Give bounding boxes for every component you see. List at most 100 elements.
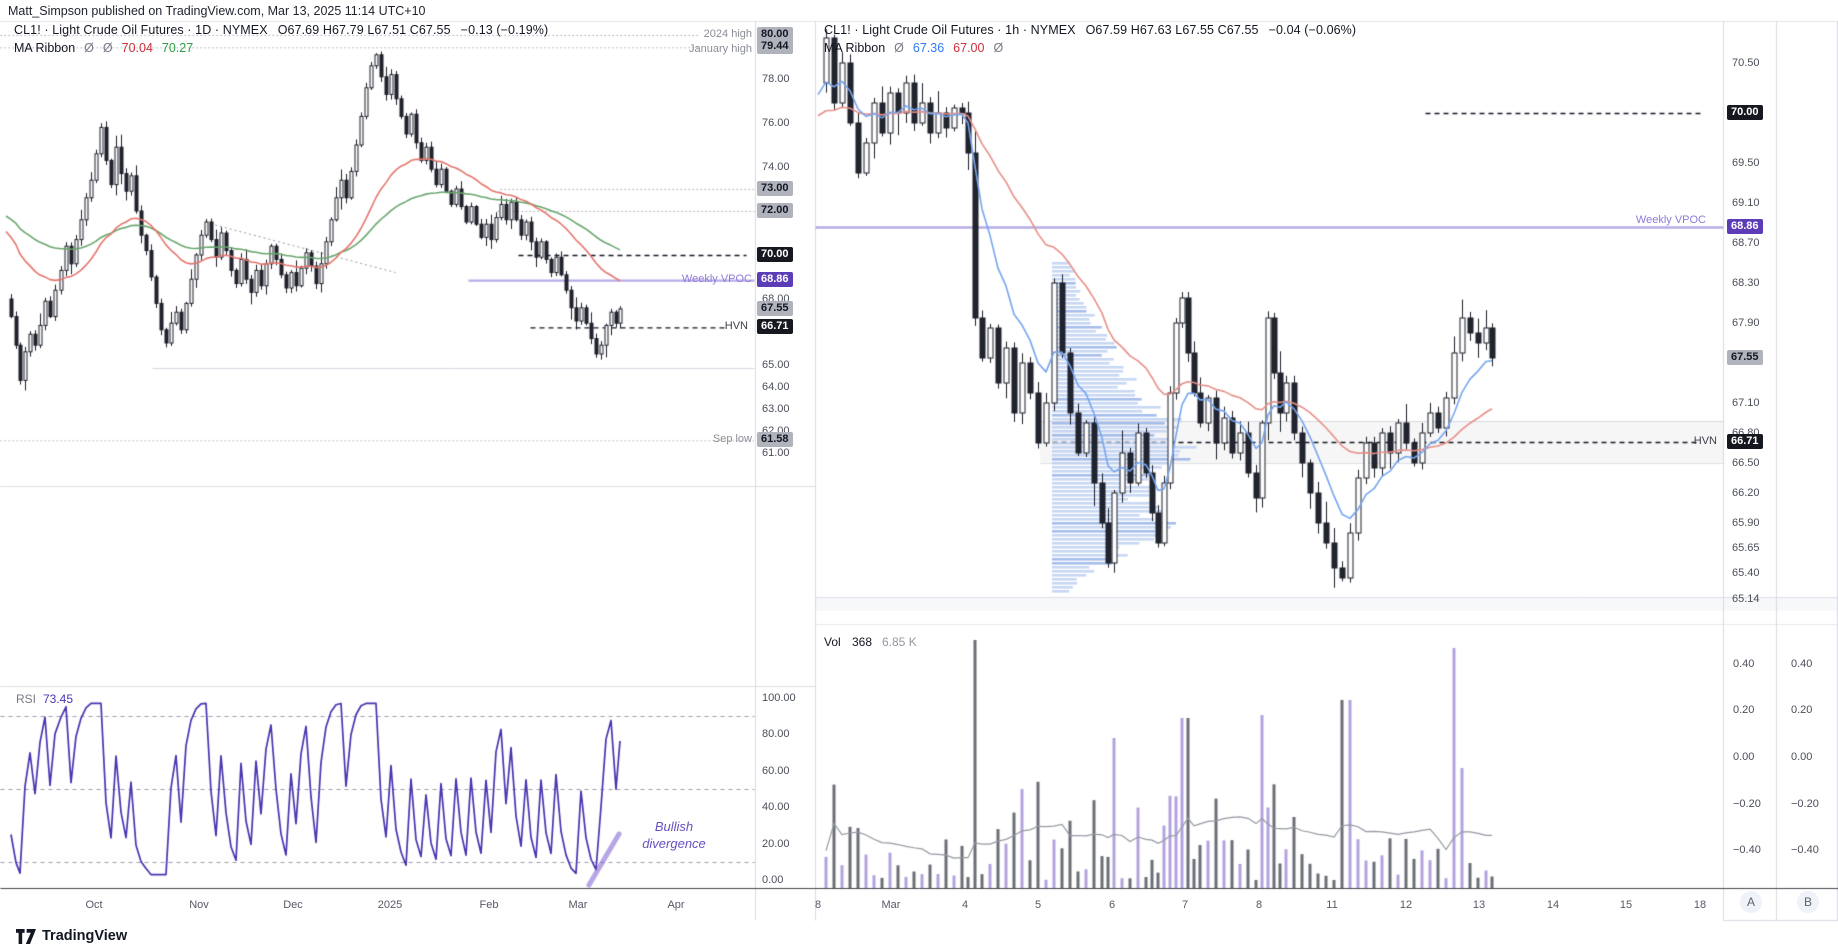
ma-ribbon-value: MA Ribbon [14, 41, 76, 55]
left-price-badge: 68.86 [757, 272, 793, 288]
right-ohlc: O67.59 H67.63 L67.55 C67.55 [1085, 23, 1259, 37]
scale-b-axis-label: 0.00 [1791, 751, 1813, 763]
ma-ribbon-value: Ø [102, 41, 113, 55]
left-price-badge: 70.00 [757, 247, 793, 262]
volume-indicator-value: 368 [852, 635, 873, 649]
left-time-axis-label: Dec [283, 899, 303, 911]
right-change: −0.04 (−0.06%) [1268, 23, 1357, 37]
volume-indicator-label: Vol [824, 635, 841, 649]
right-time-axis-label: 7 [1181, 899, 1189, 911]
left-price-badge: 73.00 [757, 181, 793, 196]
label-hvn-right: HVN [1693, 435, 1717, 447]
right-price-axis-label: 66.50 [1732, 457, 1760, 469]
label-weekly-vpoc-left: Weekly VPOC [681, 273, 752, 285]
left-price-axis-label: 78.00 [762, 73, 790, 85]
scale-a-axis-label: 0.20 [1733, 704, 1755, 717]
left-price-axis-label: 76.00 [762, 117, 790, 129]
rsi-indicator-value: 73.45 [43, 692, 74, 706]
right-time-axis-label: 11 [1326, 899, 1338, 911]
rsi-axis-label: 80.00 [762, 728, 790, 741]
left-ohlc: O67.69 H67.79 L67.51 C67.55 [277, 23, 451, 37]
rsi-axis-label: 100.00 [762, 692, 796, 704]
ma-ribbon-value: 67.36 [912, 41, 945, 55]
note-line2: divergence [642, 836, 706, 851]
left-time-axis-label: Nov [189, 899, 209, 911]
ma-ribbon-value: Ø [84, 41, 94, 55]
left-ma-ribbon-legend: MA Ribbon Ø Ø 70.04 70.27 [14, 41, 202, 55]
right-time-axis-label: 5 [1034, 899, 1042, 911]
volume-ma-value: 6.85 K [882, 635, 917, 649]
left-price-axis-label: 61.00 [762, 447, 790, 459]
right-price-badge: 68.86 [1727, 219, 1763, 234]
left-price-axis-label: 64.00 [762, 381, 790, 393]
right-time-axis-label: 4 [961, 899, 969, 911]
scale-b-axis-label: −0.20 [1791, 797, 1819, 810]
scale-a-axis-label: −0.20 [1733, 797, 1761, 810]
right-price-badge: 66.71 [1727, 434, 1763, 449]
right-price-axis-label: 68.30 [1732, 277, 1760, 289]
scale-b-axis-label: 0.20 [1791, 704, 1813, 717]
right-price-axis-label: 67.90 [1732, 317, 1760, 329]
right-time-axis-label: 8 [814, 899, 822, 911]
left-time-axis-label: Apr [667, 899, 685, 911]
left-price-axis-label: 74.00 [762, 161, 790, 173]
right-price-badge: 70.00 [1727, 105, 1763, 120]
scale-a-axis-label: 0.40 [1733, 657, 1755, 670]
left-price-badge: 61.58 [757, 432, 793, 448]
right-price-axis-label: 65.90 [1732, 517, 1760, 529]
right-time-axis-label: 12 [1399, 899, 1413, 911]
right-price-axis-label: 65.40 [1732, 567, 1760, 579]
right-time-axis-label: 6 [1108, 899, 1116, 911]
right-time-axis-label: 15 [1619, 899, 1633, 911]
left-price-badge: 72.00 [757, 203, 793, 218]
right-chart-legend: CL1! · Light Crude Oil Futures · 1h · NY… [824, 23, 1366, 37]
right-price-axis-label: 65.65 [1732, 542, 1760, 554]
tradingview-brand-text: TradingView [42, 928, 128, 944]
left-price-axis-label: 63.00 [762, 403, 790, 415]
left-time-axis-label: Feb [479, 899, 499, 911]
right-price-axis-label: 69.50 [1732, 157, 1760, 169]
price-scale-a-button[interactable]: A [1740, 891, 1762, 913]
right-symbol-title: CL1! · Light Crude Oil Futures · 1h · NY… [824, 23, 1076, 37]
ma-ribbon-value: 67.00 [953, 41, 985, 55]
left-price-badge: 66.71 [757, 319, 793, 335]
left-change: −0.13 (−0.19%) [460, 23, 549, 37]
scale-b-axis-label: −0.40 [1791, 844, 1819, 857]
right-price-axis-label: 66.20 [1732, 487, 1760, 499]
ma-ribbon-value: Ø [894, 41, 904, 55]
right-price-axis-label: 68.70 [1732, 237, 1760, 249]
left-price-badge: 80.00 [757, 27, 793, 42]
scale-a-axis-label: −0.40 [1733, 844, 1761, 857]
right-price-badge: 67.55 [1727, 350, 1763, 365]
price-scale-b-button[interactable]: B [1797, 891, 1819, 913]
label-weekly-vpoc-right: Weekly VPOC [1635, 214, 1706, 226]
rsi-indicator-label: RSI [16, 692, 37, 706]
right-ma-ribbon-legend: MA Ribbon Ø 67.36 67.00 Ø [824, 41, 1012, 55]
right-price-axis-label: 67.10 [1732, 397, 1760, 409]
label-sep-low: Sep low [712, 433, 752, 445]
label-hvn-left: HVN [724, 320, 748, 332]
tradingview-footer[interactable]: TradingView [16, 928, 127, 944]
rsi-axis-label: 40.00 [762, 801, 790, 814]
rsi-axis-label: 20.00 [762, 837, 790, 850]
left-price-axis-label: 65.00 [762, 359, 790, 371]
right-time-axis-label: 8 [1255, 899, 1263, 911]
label-january-high: January high [689, 43, 752, 55]
right-price-axis-label: 70.50 [1732, 57, 1760, 69]
left-price-badge: 79.44 [757, 39, 793, 55]
tradingview-logo-icon [16, 928, 36, 944]
right-time-axis-label: Mar [881, 899, 901, 911]
ma-ribbon-value: 70.04 [121, 41, 153, 55]
right-time-axis-label: 13 [1472, 899, 1486, 911]
bullish-divergence-note: Bullish divergence [618, 818, 730, 852]
left-symbol-title: CL1! · Light Crude Oil Futures · 1D · NY… [14, 23, 268, 37]
right-time-axis-label: 18 [1693, 899, 1707, 911]
scale-b-axis-label: 0.40 [1791, 657, 1813, 670]
ma-ribbon-value: MA Ribbon [824, 41, 886, 55]
rsi-axis-label: 0.00 [762, 874, 784, 886]
label-2024-high: 2024 high [703, 28, 752, 40]
attribution-text: Matt_Simpson published on TradingView.co… [8, 4, 426, 18]
left-time-axis-label: Oct [85, 899, 103, 911]
right-price-axis-label: 69.10 [1732, 197, 1760, 209]
